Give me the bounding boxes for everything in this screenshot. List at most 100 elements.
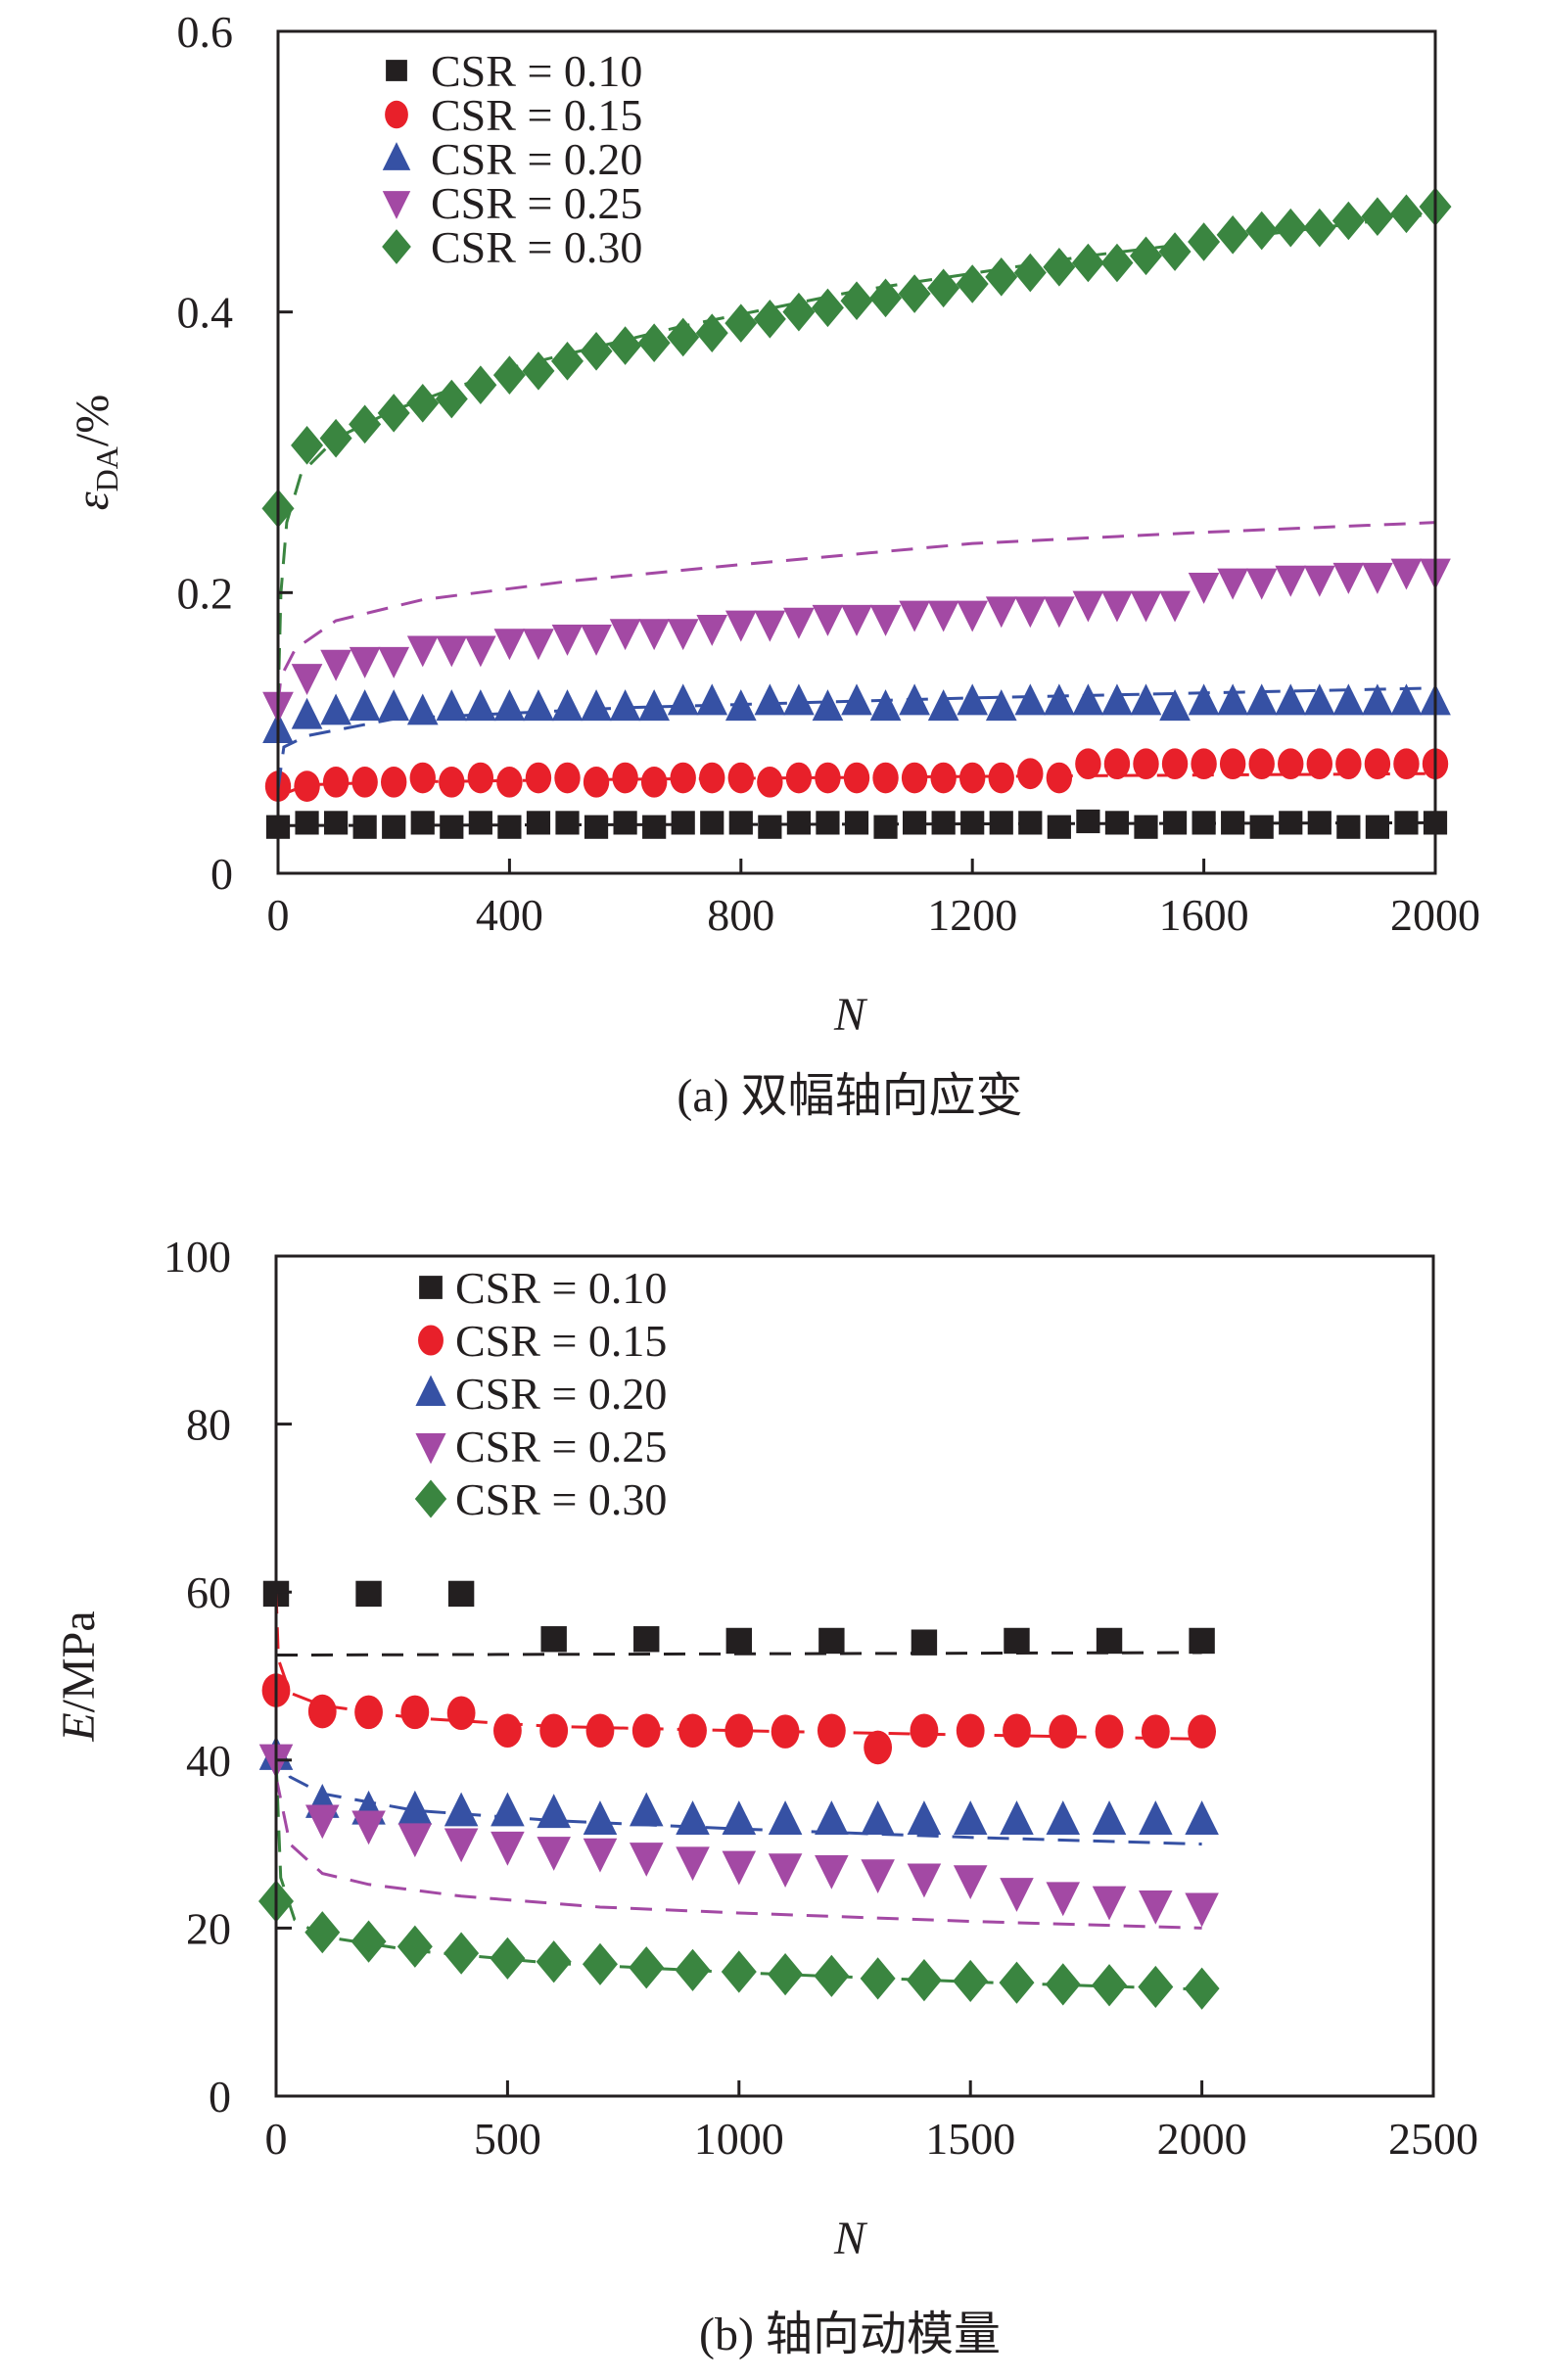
- y-tick-label: 60: [186, 1567, 231, 1617]
- data-point: [676, 1800, 710, 1835]
- data-point: [869, 689, 902, 722]
- x-tick-label: 0: [265, 2114, 288, 2164]
- x-tick-label: 2000: [1390, 890, 1480, 940]
- data-point: [957, 683, 989, 716]
- data-point: [903, 811, 927, 835]
- data-point: [629, 1843, 664, 1877]
- x-tick-label: 400: [476, 890, 543, 940]
- data-point: [1394, 811, 1419, 835]
- data-point: [1248, 748, 1275, 780]
- data-point: [956, 264, 989, 303]
- data-point: [1045, 1963, 1081, 2006]
- data-point: [724, 303, 758, 343]
- data-point: [1047, 815, 1071, 839]
- data-point: [465, 635, 496, 668]
- data-point: [382, 815, 406, 839]
- y-tick-label: 80: [186, 1400, 231, 1450]
- data-point: [953, 1959, 989, 2003]
- data-point: [1071, 243, 1104, 283]
- data-point: [465, 689, 496, 722]
- data-point: [725, 1627, 752, 1655]
- legend-marker: [382, 191, 411, 219]
- data-point: [1046, 762, 1073, 794]
- data-point: [551, 625, 584, 656]
- series-0-10: [262, 1580, 1215, 1657]
- data-point: [1389, 194, 1423, 234]
- series-0-10: [265, 809, 1448, 839]
- data-point: [1044, 683, 1075, 716]
- data-point: [844, 811, 869, 835]
- data-point: [1185, 1892, 1219, 1928]
- plot-a-caption: (a) 双幅轴向应变: [677, 1070, 1022, 1122]
- data-point: [492, 355, 526, 395]
- data-point: [1184, 1967, 1220, 2010]
- data-point: [349, 646, 381, 678]
- data-point: [957, 600, 989, 632]
- data-point: [1043, 248, 1076, 287]
- data-point: [1245, 210, 1279, 251]
- series-0-30: [258, 1759, 1220, 2010]
- data-point: [444, 1828, 479, 1863]
- data-point: [536, 1940, 572, 1983]
- data-point: [811, 288, 844, 328]
- data-point: [899, 683, 930, 716]
- legend-label: CSR = 0.30: [431, 222, 642, 272]
- data-point: [907, 1863, 942, 1898]
- data-point: [953, 1865, 988, 1900]
- data-point: [812, 689, 844, 722]
- data-point: [1221, 811, 1245, 835]
- data-point: [843, 762, 870, 794]
- data-point: [1092, 1800, 1127, 1835]
- data-point: [539, 1713, 569, 1749]
- data-point: [522, 351, 555, 391]
- data-point: [1362, 562, 1393, 594]
- data-point: [637, 323, 671, 362]
- data-point: [786, 811, 811, 835]
- y-tick-label: 20: [186, 1903, 231, 1953]
- data-point: [1000, 1878, 1034, 1912]
- data-point: [523, 629, 554, 661]
- data-point: [496, 766, 523, 798]
- data-point: [397, 1790, 433, 1825]
- data-point: [1390, 558, 1423, 590]
- data-point: [758, 815, 782, 839]
- data-point: [554, 762, 581, 794]
- plot-b-ticks: 0 500 1000 1500 2000 2500 0 20 40 60 80 100: [164, 1232, 1478, 2164]
- data-point: [1013, 253, 1047, 293]
- data-point: [1159, 689, 1191, 722]
- data-point: [406, 635, 439, 668]
- data-point: [609, 689, 641, 722]
- x-tick-label: 1000: [694, 2114, 784, 2164]
- data-point: [377, 394, 410, 433]
- data-point: [435, 379, 468, 419]
- x-tick-label: 0: [267, 890, 290, 940]
- data-point: [436, 689, 468, 722]
- data-point: [1104, 811, 1130, 835]
- data-point: [1100, 243, 1134, 283]
- data-point: [667, 317, 700, 357]
- data-point: [768, 1800, 803, 1835]
- data-point: [1364, 748, 1391, 780]
- data-point: [927, 268, 960, 308]
- data-point: [305, 1804, 340, 1840]
- plot-b-ylabel: E/MPa: [53, 1610, 105, 1742]
- data-point: [581, 689, 612, 722]
- data-point: [1092, 1886, 1127, 1921]
- data-point: [354, 1695, 383, 1730]
- legend-label: CSR = 0.20: [455, 1369, 667, 1419]
- data-point: [1191, 748, 1217, 780]
- data-point: [320, 693, 351, 725]
- data-point: [1014, 683, 1047, 716]
- data-point: [525, 762, 552, 794]
- data-point: [1004, 1627, 1030, 1655]
- data-point: [1393, 748, 1420, 780]
- data-point: [1101, 683, 1133, 716]
- plot-a-ylabel: εDA/%: [67, 395, 124, 510]
- data-point: [907, 1800, 942, 1835]
- data-point: [1134, 815, 1158, 839]
- y-tick-label: 100: [164, 1232, 231, 1282]
- data-point: [812, 604, 844, 636]
- data-point: [1217, 568, 1248, 600]
